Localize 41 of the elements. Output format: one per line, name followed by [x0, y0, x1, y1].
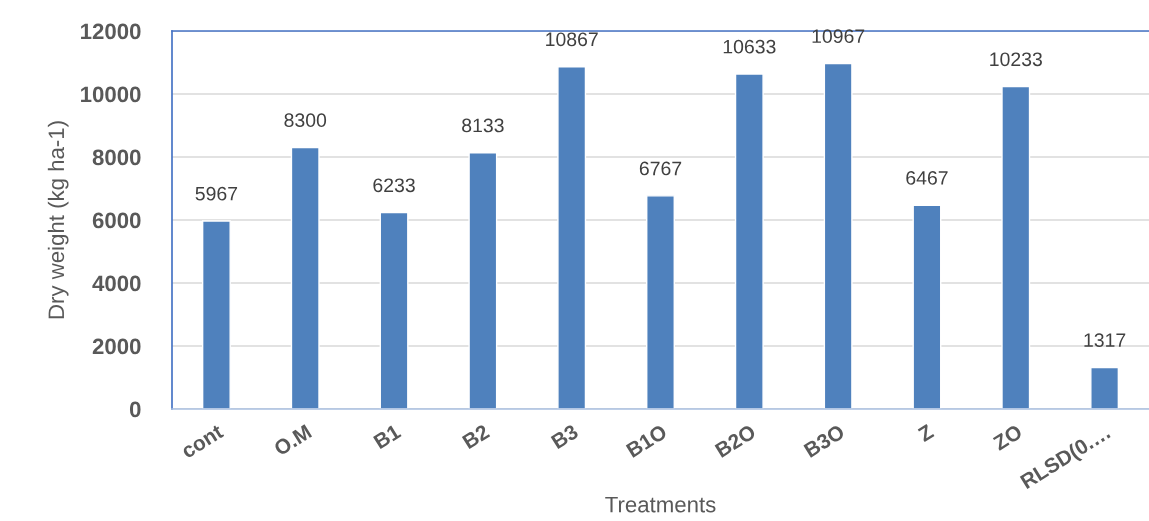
bar [557, 65, 587, 409]
y-tick-label: 2000 [92, 338, 141, 355]
data-label: 10233 [990, 52, 1042, 67]
bar [379, 211, 409, 409]
x-tick-label: B3O [803, 423, 846, 458]
y-axis-title: Dry weight (kg ha-1) [47, 121, 69, 319]
x-tick-label: O.M [272, 424, 313, 457]
bar [912, 204, 942, 409]
data-label: 10633 [723, 39, 776, 54]
x-tick-label: B1 [373, 423, 402, 450]
y-tick-label: 6000 [92, 212, 141, 229]
data-label: 10967 [812, 29, 865, 44]
y-tick-label: 4000 [92, 275, 141, 292]
x-tick-label: B1O [625, 423, 668, 458]
y-tick-label: 12000 [81, 23, 141, 40]
bar [1090, 366, 1120, 409]
x-tick-label: ZO [992, 423, 1024, 451]
x-axis-title: Treatments [605, 496, 716, 513]
data-label: 1317 [1084, 333, 1126, 347]
x-tick-label: Z [917, 423, 935, 443]
bar [290, 146, 320, 409]
bar [1001, 85, 1031, 409]
data-label: 6467 [906, 171, 948, 185]
bar [823, 62, 853, 409]
data-label: 5967 [195, 186, 238, 201]
y-tick-label: 8000 [92, 149, 141, 166]
bar [646, 195, 675, 409]
x-tick-label: B2 [461, 423, 491, 450]
y-tick-label: 0 [129, 401, 141, 418]
data-label: 8300 [284, 113, 327, 128]
y-tick-label: 10000 [81, 86, 141, 103]
data-label: 6233 [373, 178, 415, 193]
x-tick-label: B2O [714, 423, 757, 458]
x-tick-label: cont [180, 424, 225, 459]
bar [468, 152, 498, 409]
data-label: 6767 [639, 161, 682, 176]
data-label: 10867 [546, 32, 598, 47]
bar [734, 73, 764, 409]
bar [201, 220, 231, 409]
data-label: 8133 [462, 118, 504, 133]
x-tick-label: B3 [550, 423, 580, 450]
